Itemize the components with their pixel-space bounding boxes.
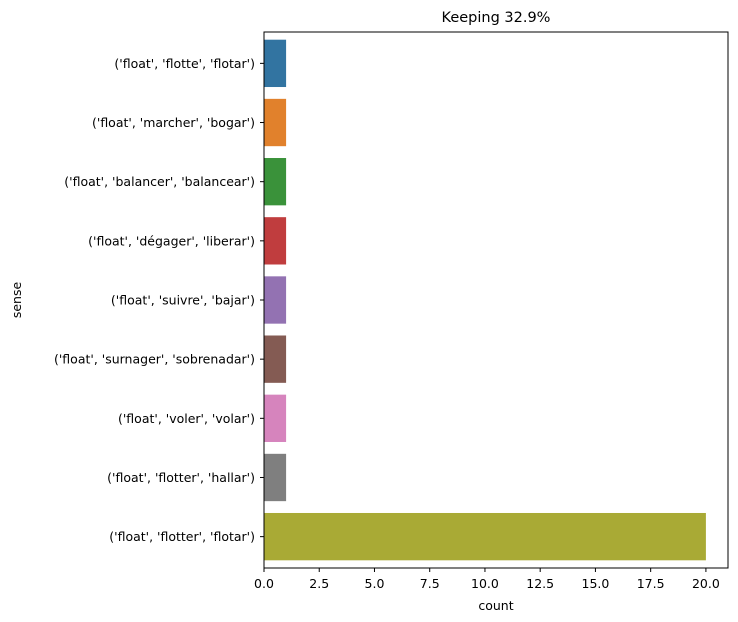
- bar-8: [264, 512, 706, 561]
- x-tick-label-8: 20.0: [692, 576, 720, 591]
- x-tick-label-2: 5.0: [365, 576, 385, 591]
- x-tick-label-5: 12.5: [526, 576, 554, 591]
- plot-frame: [263, 31, 729, 569]
- x-tick-label-0: 0.0: [254, 576, 274, 591]
- x-tick-label-3: 7.5: [420, 576, 440, 591]
- y-tick-label-3: ('float', 'dégager', 'liberar'): [88, 233, 255, 248]
- x-tick-label-4: 10.0: [471, 576, 499, 591]
- y-tick-label-1: ('float', 'marcher', 'bogar'): [92, 115, 255, 130]
- x-axis-ticks: 0.0 2.5 5.0 7.5 10.0 12.5 15.0 17.5 20.0: [254, 568, 720, 591]
- chart-title: Keeping 32.9%: [442, 10, 551, 26]
- bar-7: [264, 453, 287, 502]
- y-tick-label-0: ('float', 'flotte', 'flotar'): [114, 56, 255, 71]
- y-axis-ticks: ('float', 'flotte', 'flotar') ('float', '…: [54, 56, 264, 544]
- bar-3: [264, 217, 287, 265]
- bar-6: [264, 394, 287, 442]
- y-tick-label-8: ('float', 'flotter', 'flotar'): [109, 529, 255, 544]
- bars: [264, 39, 706, 561]
- y-tick-label-2: ('float', 'balancer', 'balancear'): [64, 174, 255, 189]
- x-tick-label-7: 17.5: [637, 576, 665, 591]
- y-tick-label-4: ('float', 'suivre', 'bajar'): [111, 293, 255, 308]
- bar-4: [264, 276, 287, 324]
- bar-1: [264, 98, 287, 147]
- x-tick-label-1: 2.5: [309, 576, 329, 591]
- y-tick-label-6: ('float', 'voler', 'volar'): [118, 411, 255, 426]
- y-tick-label-5: ('float', 'surnager', 'sobrenadar'): [54, 352, 255, 367]
- y-axis-label: sense: [9, 282, 24, 319]
- bar-0: [264, 39, 287, 88]
- bar-5: [264, 335, 287, 383]
- x-tick-label-6: 15.0: [582, 576, 610, 591]
- x-axis-label: count: [478, 598, 513, 613]
- y-tick-label-7: ('float', 'flotter', 'hallar'): [107, 470, 255, 485]
- bar-2: [264, 158, 287, 206]
